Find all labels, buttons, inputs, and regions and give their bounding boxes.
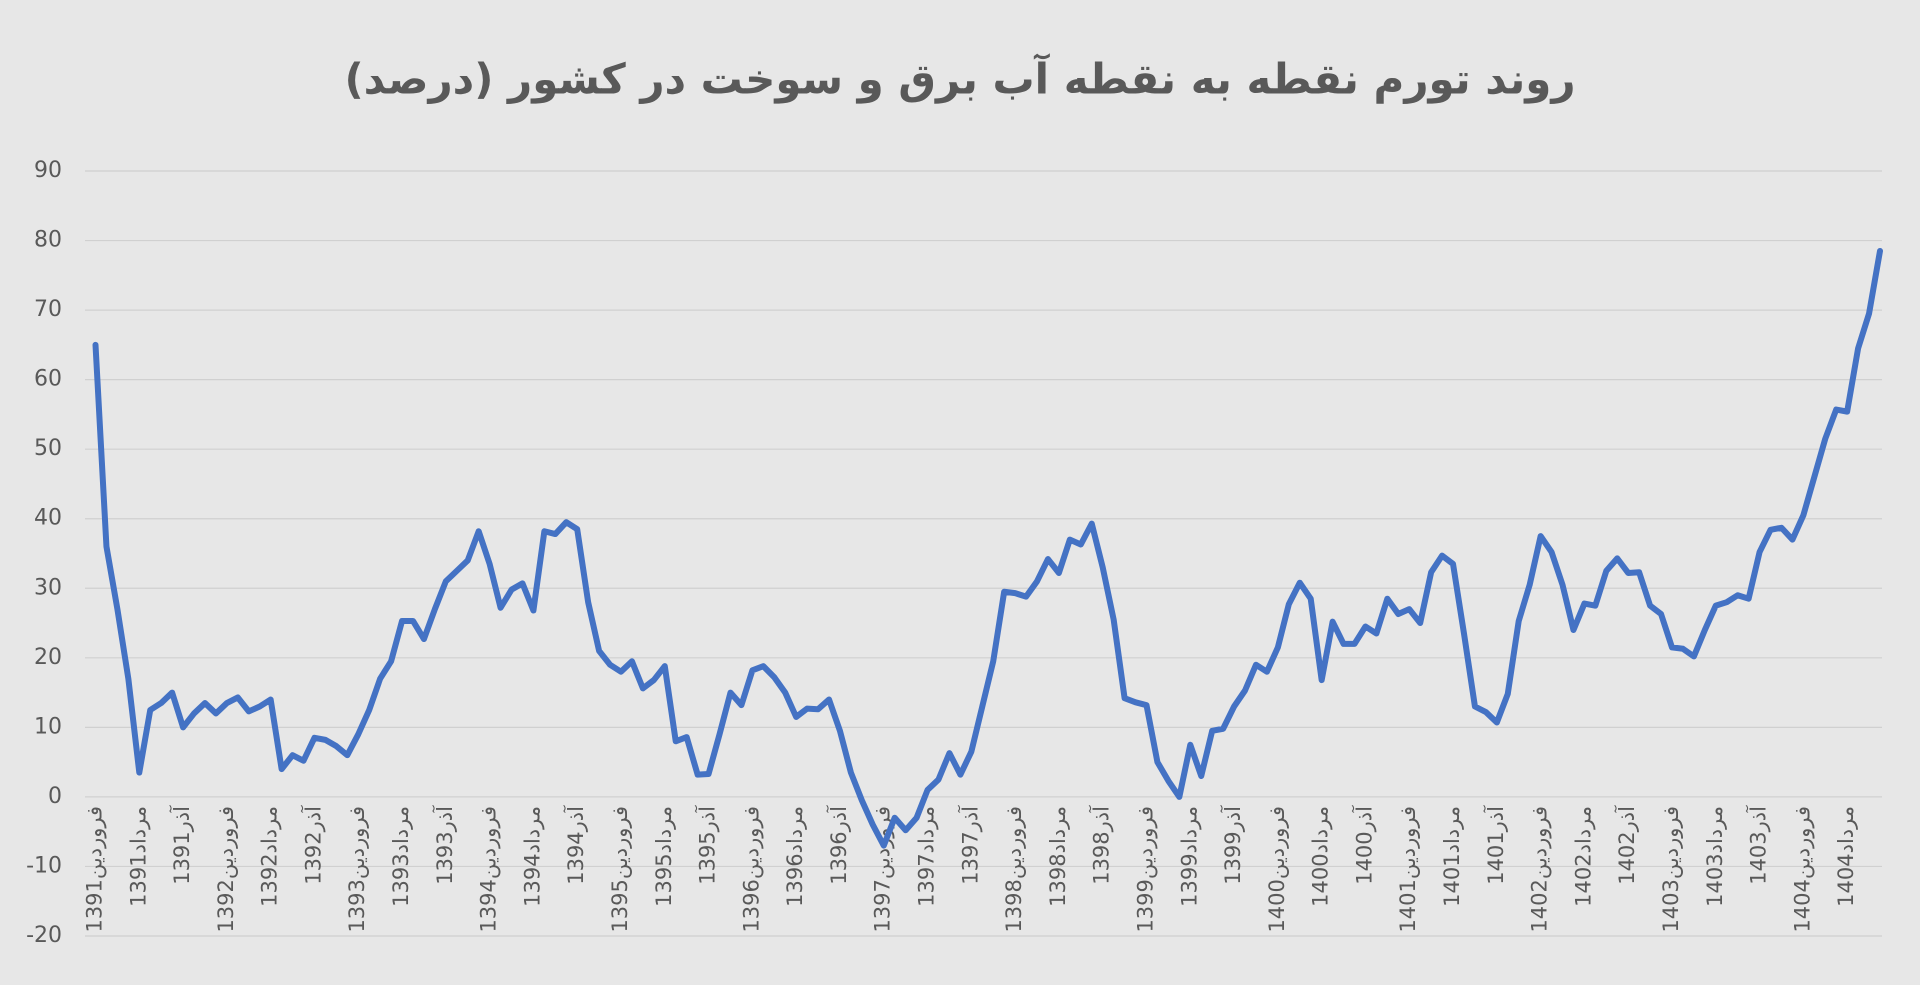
x-tick-label: آذر1392 — [300, 805, 325, 885]
x-tick-label: آذر1403 — [1746, 805, 1771, 885]
x-tick-label: آذر1401 — [1483, 805, 1508, 885]
data-line — [92, 247, 1883, 849]
x-tick-label: مرداد1395 — [652, 806, 676, 907]
x-tick-label: فروردین1396 — [739, 806, 763, 933]
y-tick-label: 30 — [34, 575, 62, 600]
x-tick-label: فروردین1393 — [345, 806, 369, 933]
y-tick-label: 20 — [34, 645, 62, 670]
x-tick-label: فروردین1391 — [83, 806, 107, 933]
x-tick-label: مرداد1393 — [389, 806, 413, 907]
x-tick-label: مرداد1396 — [783, 806, 807, 907]
x-tick-label: فروردین1401 — [1396, 806, 1420, 933]
x-tick-label: آذر1393 — [432, 805, 457, 885]
x-tick-label: مرداد1391 — [126, 806, 150, 907]
x-tick-label: مرداد1402 — [1571, 806, 1595, 907]
x-tick-label: مرداد1397 — [915, 806, 939, 907]
y-tick-label: 0 — [48, 784, 62, 809]
x-tick-label: فروردین1394 — [477, 806, 501, 933]
x-tick-label: آذر1398 — [1089, 805, 1114, 885]
x-tick-label: فروردین1399 — [1133, 806, 1157, 933]
x-tick-label: مرداد1404 — [1834, 806, 1858, 907]
x-tick-label: مرداد1403 — [1703, 806, 1727, 907]
x-tick-label: مرداد1394 — [520, 806, 544, 907]
y-tick-label: -10 — [26, 853, 62, 878]
x-tick-label: فروردین1400 — [1265, 806, 1289, 933]
x-tick-label: فروردین1398 — [1002, 806, 1026, 933]
x-tick-label: آذر1400 — [1351, 805, 1376, 885]
x-tick-label: مرداد1401 — [1440, 806, 1464, 907]
x-tick-label: فروردین1392 — [214, 806, 238, 933]
x-tick-label: فروردین1404 — [1790, 806, 1814, 933]
x-tick-label: آذر1391 — [169, 805, 194, 885]
x-tick-label: مرداد1398 — [1046, 806, 1070, 907]
y-tick-label: 60 — [34, 367, 62, 392]
y-tick-label: 50 — [34, 436, 62, 461]
y-tick-label: 90 — [34, 158, 62, 183]
x-tick-label: مرداد1392 — [258, 806, 282, 907]
x-tick-label: آذر1395 — [695, 805, 720, 885]
x-tick-label: آذر1396 — [826, 805, 851, 885]
x-tick-label: مرداد1399 — [1177, 806, 1201, 907]
chart-title: روند تورم نقطه به نقطه آب برق و سوخت در … — [344, 54, 1575, 105]
y-tick-label: -20 — [26, 923, 62, 948]
y-tick-label: 10 — [34, 714, 62, 739]
x-tick-label: آذر1399 — [1220, 805, 1245, 885]
y-tick-label: 70 — [34, 297, 62, 322]
x-tick-label: فروردین1403 — [1659, 806, 1683, 933]
y-tick-label: 80 — [34, 228, 62, 253]
x-tick-label: آذر1402 — [1614, 805, 1639, 885]
x-tick-label: آذر1397 — [957, 805, 982, 885]
x-tick-label: آذر1394 — [563, 805, 588, 885]
x-tick-label: مرداد1400 — [1309, 806, 1333, 907]
x-tick-label: فروردین1402 — [1528, 806, 1552, 933]
x-tick-label: فروردین1395 — [608, 806, 632, 933]
y-tick-label: 40 — [34, 506, 62, 531]
